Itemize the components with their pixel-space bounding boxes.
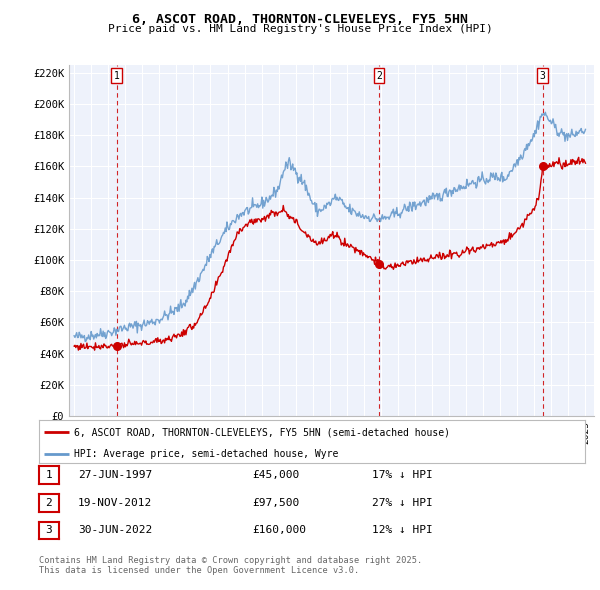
Text: Contains HM Land Registry data © Crown copyright and database right 2025.
This d: Contains HM Land Registry data © Crown c…: [39, 556, 422, 575]
Text: 1: 1: [113, 71, 119, 81]
Text: 27-JUN-1997: 27-JUN-1997: [78, 470, 152, 480]
Text: 30-JUN-2022: 30-JUN-2022: [78, 526, 152, 535]
Text: 3: 3: [46, 526, 52, 535]
Text: 1: 1: [46, 470, 52, 480]
Text: Price paid vs. HM Land Registry's House Price Index (HPI): Price paid vs. HM Land Registry's House …: [107, 24, 493, 34]
Text: 6, ASCOT ROAD, THORNTON-CLEVELEYS, FY5 5HN: 6, ASCOT ROAD, THORNTON-CLEVELEYS, FY5 5…: [132, 13, 468, 26]
Text: 12% ↓ HPI: 12% ↓ HPI: [372, 526, 433, 535]
Text: £97,500: £97,500: [252, 498, 299, 507]
Text: HPI: Average price, semi-detached house, Wyre: HPI: Average price, semi-detached house,…: [74, 448, 339, 458]
Text: 2: 2: [46, 498, 52, 507]
Text: 6, ASCOT ROAD, THORNTON-CLEVELEYS, FY5 5HN (semi-detached house): 6, ASCOT ROAD, THORNTON-CLEVELEYS, FY5 5…: [74, 427, 451, 437]
Text: 19-NOV-2012: 19-NOV-2012: [78, 498, 152, 507]
Text: 2: 2: [376, 71, 382, 81]
Text: 27% ↓ HPI: 27% ↓ HPI: [372, 498, 433, 507]
Text: £160,000: £160,000: [252, 526, 306, 535]
Text: 3: 3: [540, 71, 545, 81]
Text: £45,000: £45,000: [252, 470, 299, 480]
Text: 17% ↓ HPI: 17% ↓ HPI: [372, 470, 433, 480]
